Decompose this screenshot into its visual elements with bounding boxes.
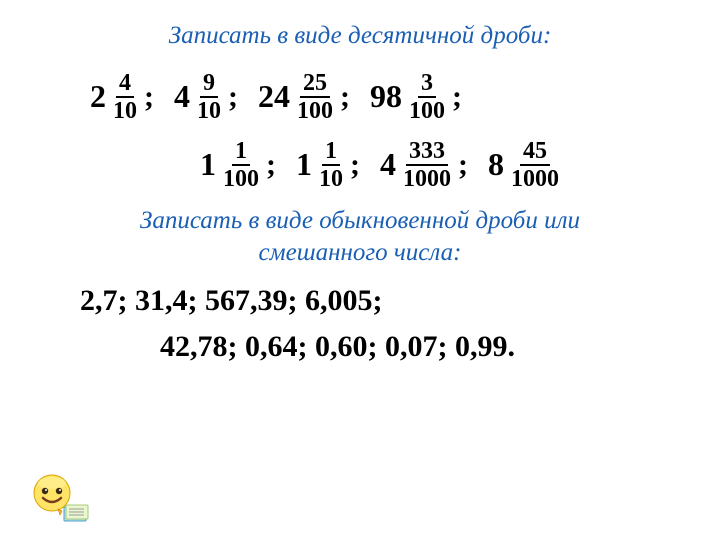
denominator: 10 [110, 98, 140, 123]
denominator: 1000 [508, 166, 562, 191]
mixed-fraction: 4910 [174, 71, 224, 123]
whole-part: 8 [488, 146, 504, 183]
whole-part: 1 [200, 146, 216, 183]
separator: ; [350, 148, 360, 182]
mixed-fraction: 2410 [90, 71, 140, 123]
whole-part: 98 [370, 78, 402, 115]
whole-part: 24 [258, 78, 290, 115]
denominator: 100 [220, 166, 262, 191]
denominator: 10 [316, 166, 346, 191]
separator: ; [228, 80, 238, 114]
whole-part: 4 [380, 146, 396, 183]
fraction: 3331000 [400, 139, 454, 191]
heading-common-fraction: Записать в виде обыкновенной дроби или с… [0, 205, 720, 270]
numerator: 4 [116, 71, 134, 98]
numerator: 1 [232, 139, 250, 166]
whole-part: 4 [174, 78, 190, 115]
numerator: 25 [300, 71, 330, 98]
denominator: 100 [406, 98, 448, 123]
smiley-icon [30, 471, 94, 532]
heading2-line2: смешанного числа: [259, 239, 462, 266]
separator: ; [452, 80, 462, 114]
numerator: 333 [406, 139, 448, 166]
fraction-row-2: 11100;1110;43331000;8451000 [200, 139, 720, 191]
fraction: 1100 [220, 139, 262, 191]
fraction: 3100 [406, 71, 448, 123]
separator: ; [144, 80, 154, 114]
fraction: 25100 [294, 71, 336, 123]
mixed-fraction: 43331000 [380, 139, 454, 191]
denominator: 10 [194, 98, 224, 123]
whole-part: 2 [90, 78, 106, 115]
mixed-fraction: 2425100 [258, 71, 336, 123]
heading2-line1: Записать в виде обыкновенной дроби или [140, 207, 580, 234]
mixed-fraction: 8451000 [488, 139, 562, 191]
fraction: 410 [110, 71, 140, 123]
whole-part: 1 [296, 146, 312, 183]
mixed-fraction: 983100 [370, 71, 448, 123]
numerator: 3 [418, 71, 436, 98]
numerator: 9 [200, 71, 218, 98]
heading-decimal: Записать в виде десятичной дроби: [0, 20, 720, 53]
separator: ; [458, 148, 468, 182]
separator: ; [266, 148, 276, 182]
denominator: 100 [294, 98, 336, 123]
fraction: 110 [316, 139, 346, 191]
denominator: 1000 [400, 166, 454, 191]
fraction: 451000 [508, 139, 562, 191]
mixed-fraction: 11100 [200, 139, 262, 191]
separator: ; [340, 80, 350, 114]
decimal-row-1: 2,7; 31,4; 567,39; 6,005; [80, 284, 720, 318]
fraction: 910 [194, 71, 224, 123]
decimal-row-2: 42,78; 0,64; 0,60; 0,07; 0,99. [160, 330, 720, 364]
mixed-fraction: 1110 [296, 139, 346, 191]
fraction-row-1: 2410;4910;2425100;983100; [90, 71, 720, 123]
numerator: 45 [520, 139, 550, 166]
numerator: 1 [322, 139, 340, 166]
